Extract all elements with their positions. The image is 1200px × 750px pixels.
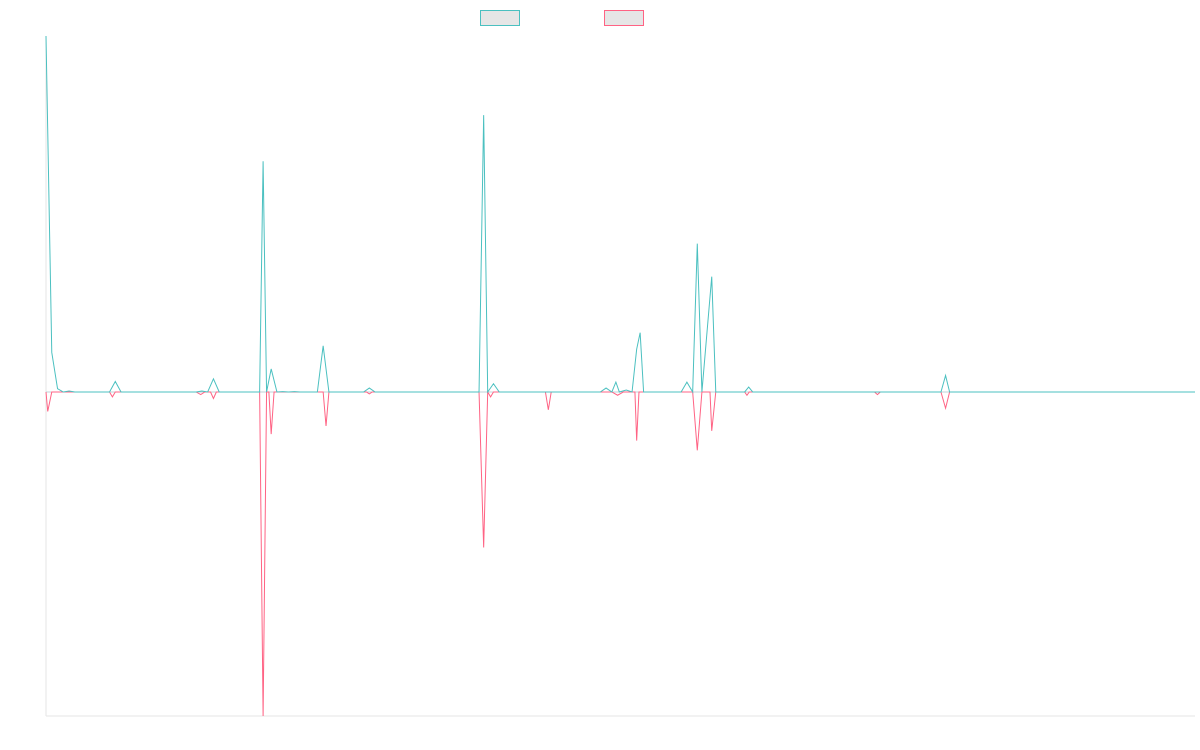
series-line-b	[45, 390, 1195, 717]
series-line-a	[45, 35, 1195, 394]
legend-swatch-series-b	[604, 10, 644, 26]
chart-legend	[0, 9, 1200, 27]
legend-item-series-b[interactable]	[604, 9, 650, 27]
legend-swatch-series-a	[480, 10, 520, 26]
legend-item-series-a[interactable]	[480, 9, 526, 27]
series-layer	[45, 35, 1195, 717]
